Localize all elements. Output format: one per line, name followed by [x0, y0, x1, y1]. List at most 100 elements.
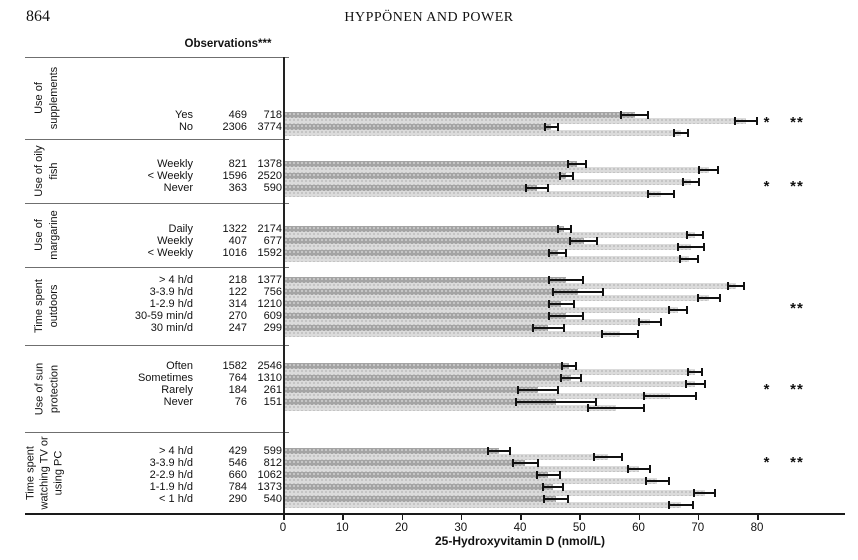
- error-bar-dark-cap: [547, 276, 550, 284]
- error-bar-light-cap: [703, 243, 706, 251]
- x-tick-label: 40: [513, 522, 527, 534]
- group-label: margarine: [48, 210, 60, 260]
- bar-light: [284, 307, 678, 313]
- error-bar-dark-cap: [558, 172, 561, 180]
- error-bar-dark-line: [570, 240, 598, 242]
- error-bar-dark-cap: [647, 111, 650, 119]
- x-tick-label: 30: [454, 522, 468, 534]
- row-label: Weekly: [157, 235, 193, 247]
- bar-dark: [284, 496, 556, 502]
- bar-dark: [284, 448, 500, 454]
- error-bar-light-line: [646, 480, 669, 482]
- error-bar-dark-line: [562, 365, 576, 367]
- error-bar-dark-cap: [536, 459, 539, 467]
- bar-light: [284, 405, 616, 411]
- bar-dark: [284, 173, 567, 179]
- obs-count-1: 764: [228, 372, 247, 384]
- obs-count-1: 1322: [222, 223, 247, 235]
- obs-count-2: 1210: [257, 298, 282, 310]
- x-axis-tick: [283, 515, 285, 520]
- error-bar-light-cap: [679, 255, 682, 263]
- error-bar-light-cap: [660, 318, 663, 326]
- significance-marker: *: [763, 381, 771, 398]
- error-bar-dark-cap: [548, 312, 551, 320]
- error-bar-light-cap: [687, 129, 690, 137]
- significance-marker: **: [790, 381, 804, 398]
- error-bar-light-cap: [685, 306, 688, 314]
- error-bar-light-line: [669, 309, 687, 311]
- bar-light: [284, 244, 692, 250]
- group-separator-line: [25, 267, 289, 268]
- obs-count-2: 1310: [257, 372, 282, 384]
- error-bar-light-line: [594, 456, 622, 458]
- obs-count-2: 1062: [257, 469, 282, 481]
- bar-dark: [284, 161, 578, 167]
- error-bar-light-cap: [687, 368, 690, 376]
- obs-count-2: 2520: [257, 170, 282, 182]
- error-bar-dark-cap: [561, 362, 564, 370]
- error-bar-dark-line: [548, 279, 584, 281]
- obs-count-2: 151: [263, 396, 282, 408]
- page-number: 864: [26, 8, 50, 25]
- error-bar-light-cap: [755, 117, 758, 125]
- group-label: outdoors: [48, 284, 60, 328]
- bar-light: [284, 283, 737, 289]
- error-bar-light-cap: [645, 477, 648, 485]
- bar-light: [284, 478, 658, 484]
- error-bar-light-cap: [677, 243, 679, 251]
- x-tick-label: 70: [691, 522, 705, 534]
- error-bar-dark-cap: [596, 237, 599, 245]
- group-label: supplements: [48, 66, 60, 130]
- error-bar-dark-cap: [562, 483, 565, 491]
- x-axis-tick: [638, 515, 640, 520]
- error-bar-light-cap: [696, 294, 699, 302]
- error-bar-light-line: [602, 333, 638, 335]
- error-bar-dark-cap: [567, 160, 570, 168]
- error-bar-dark-cap: [517, 386, 520, 394]
- error-bar-light-line: [647, 193, 674, 195]
- error-bar-light-line: [694, 492, 716, 494]
- obs-count-1: 784: [228, 481, 247, 493]
- significance-marker: **: [790, 300, 804, 317]
- x-axis-tick: [401, 515, 403, 520]
- obs-count-1: 660: [228, 469, 247, 481]
- bar-dark: [284, 399, 556, 405]
- error-bar-dark-cap: [572, 300, 575, 308]
- error-bar-light-cap: [642, 404, 645, 412]
- bar-light: [284, 118, 747, 124]
- error-bar-dark-cap: [569, 225, 572, 233]
- bar-light: [284, 369, 696, 375]
- bar-light: [284, 167, 709, 173]
- bar-dark: [284, 112, 635, 118]
- bar-dark: [284, 124, 552, 130]
- error-bar-dark-cap: [514, 398, 517, 406]
- bar-light: [284, 502, 681, 508]
- row-label: > 4 h/d: [159, 274, 193, 286]
- error-bar-dark-cap: [620, 111, 623, 119]
- row-label: Never: [163, 396, 193, 408]
- row-label: 30 min/d: [150, 322, 193, 334]
- error-bar-dark-line: [515, 401, 597, 403]
- x-tick-label: 0: [279, 522, 287, 534]
- error-bar-dark-cap: [571, 172, 574, 180]
- x-axis-tick: [342, 515, 344, 520]
- error-bar-dark-cap: [595, 398, 598, 406]
- error-bar-dark-line: [542, 486, 564, 488]
- error-bar-dark-cap: [582, 276, 585, 284]
- bar-light: [284, 466, 639, 472]
- error-bar-dark-line: [525, 187, 549, 189]
- bar-light: [284, 331, 620, 337]
- error-bar-light-cap: [636, 330, 639, 338]
- error-bar-light-cap: [697, 178, 700, 186]
- obs-count-2: 1378: [257, 158, 282, 170]
- row-label: 2-2.9 h/d: [149, 469, 193, 481]
- x-tick-label: 80: [750, 522, 764, 534]
- error-bar-light-cap: [714, 489, 717, 497]
- bar-light: [284, 393, 671, 399]
- group-separator-line: [25, 203, 289, 204]
- row-label: Never: [163, 182, 193, 194]
- error-bar-dark-cap: [486, 447, 489, 455]
- y-axis-line: [283, 57, 285, 513]
- obs-count-2: 1592: [257, 247, 282, 259]
- error-bar-dark-line: [549, 315, 583, 317]
